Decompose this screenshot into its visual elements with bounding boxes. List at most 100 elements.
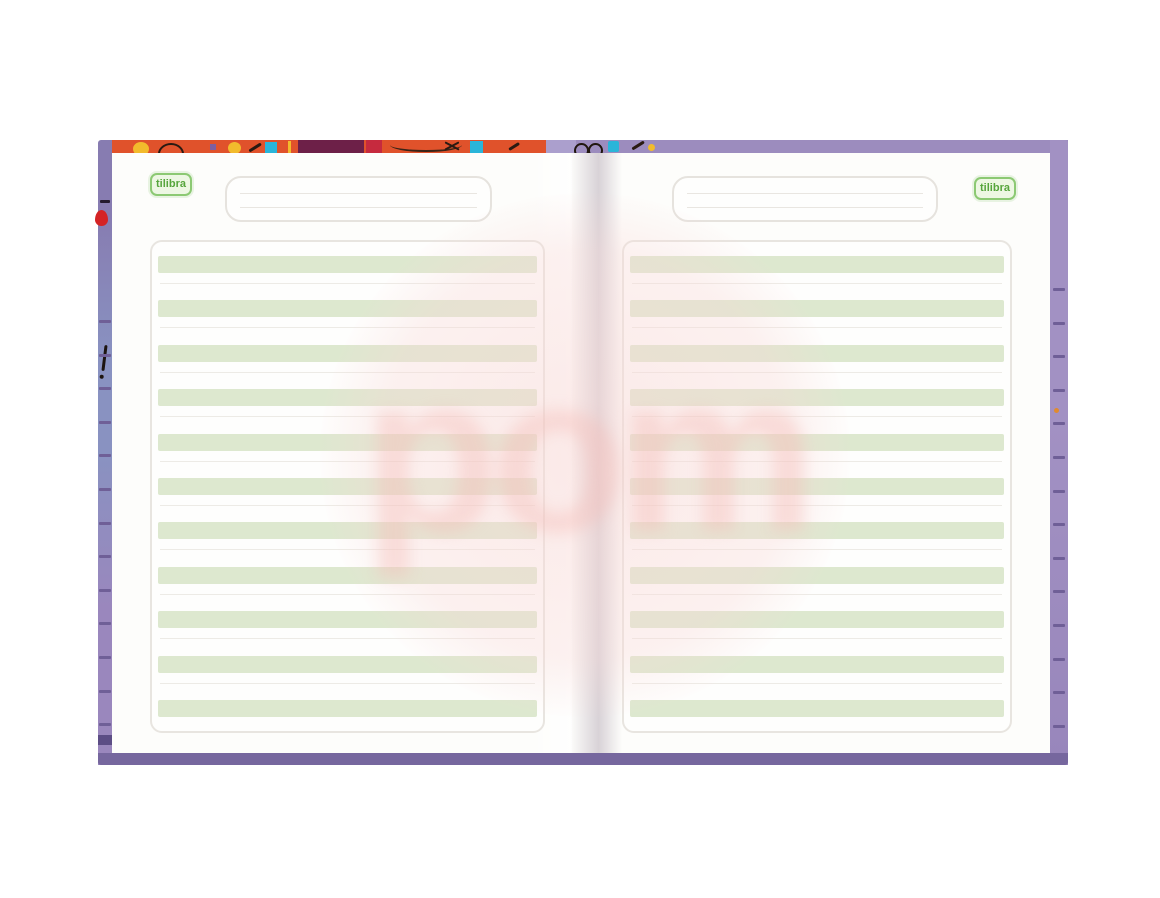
edge-dash [1053,321,1065,325]
cover-top-edge-right [558,140,1068,153]
ruled-line-row [630,300,1004,344]
edge-dash-row [1053,556,1065,591]
lavender-segment [546,140,558,153]
edge-dash-row [1053,321,1065,356]
edge-dash [99,487,111,491]
cover-right-edge [1050,140,1068,765]
rule-line [632,416,1002,418]
green-stripe [158,256,537,273]
edge-dash-row [1053,691,1065,725]
yellow-circle-icon [228,142,241,153]
rule-line [160,460,535,462]
cover-top-edge-left [112,140,558,153]
rule-line [632,593,1002,595]
lavender-segment [558,140,576,153]
green-stripe [158,522,537,540]
ruled-line-row [158,566,537,611]
cover-left-edge [95,140,112,765]
ruled-line-row [158,477,537,522]
edge-dash [1053,455,1065,459]
rule-line [160,638,535,640]
green-stripe [630,699,1004,717]
orange-dot-icon [1054,408,1059,413]
ruled-line-row [630,699,1004,731]
right-edge-dashes [1053,288,1065,758]
rule-line [160,416,535,418]
edge-dash-row [99,723,111,757]
edge-dash [1053,422,1065,426]
edge-dash-row [1053,657,1065,692]
edge-dash [1053,489,1065,493]
edge-dash [1053,288,1065,291]
rule-line [160,549,535,551]
edge-dash-row [99,555,111,589]
green-stripe [158,611,537,629]
purple-square-icon [210,144,216,150]
edge-dash-row [99,387,111,421]
rule-line [632,504,1002,506]
title-header-box [225,176,492,222]
green-stripe [630,433,1004,451]
edge-dash-row [99,622,111,656]
edge-dash [99,588,111,592]
ruled-line-row [630,433,1004,478]
edge-dash [1053,355,1065,359]
green-stripe [158,389,537,407]
edge-dash-row [1053,590,1065,624]
edge-dash [99,387,111,391]
edge-dash-row [1053,523,1065,557]
green-stripe [630,477,1004,495]
edge-dash [99,320,111,323]
black-swoosh-icon [390,140,462,152]
rule-line [632,638,1002,640]
green-stripe [630,655,1004,673]
edge-dash [99,420,111,424]
title-header-box [672,176,938,222]
open-pages: tilibra [112,153,1050,753]
ruled-line-row [630,522,1004,566]
edge-dash [1053,657,1065,661]
edge-dash [99,723,111,727]
edge-dash-row [1053,724,1065,759]
ruled-lines-area [622,240,1012,733]
green-stripe [630,566,1004,584]
edge-dash-row [99,487,111,522]
edge-dash-row [99,655,111,690]
edge-dash [1053,523,1065,527]
rule-line [160,327,535,329]
green-stripe [158,477,537,495]
ruled-line-row [158,522,537,566]
black-slash-icon [631,140,645,151]
maroon-band-icon [298,140,364,153]
green-stripe [630,522,1004,540]
edge-dash-row [99,689,111,724]
edge-dash-row [99,353,111,388]
glasses-icon [574,143,589,153]
edge-dash-row [99,521,111,556]
ruled-line-row [630,611,1004,655]
edge-dash-row [1053,623,1065,658]
edge-dash-row [1053,388,1065,423]
rule-line [632,283,1002,284]
ruled-line-row [158,611,537,655]
left-edge-dashes [99,320,111,757]
header-rule-line [687,207,923,208]
yellow-dot-icon [648,144,655,151]
green-stripe [630,300,1004,318]
dark-notch [98,735,112,745]
edge-dash [1053,623,1065,627]
glasses-icon [588,143,603,153]
edge-dash-row [99,588,111,623]
edge-dash-row [99,320,111,354]
yellow-line-icon [288,141,291,153]
edge-dash-row [1053,288,1065,322]
header-rule-line [240,193,477,194]
ruled-line-row [158,433,537,478]
ruled-line-row [630,344,1004,389]
ruled-line-row [158,344,537,389]
teal-square-icon [608,141,619,152]
green-stripe [630,344,1004,362]
ruled-line-row [158,256,537,300]
edge-dash-row [1053,489,1065,524]
